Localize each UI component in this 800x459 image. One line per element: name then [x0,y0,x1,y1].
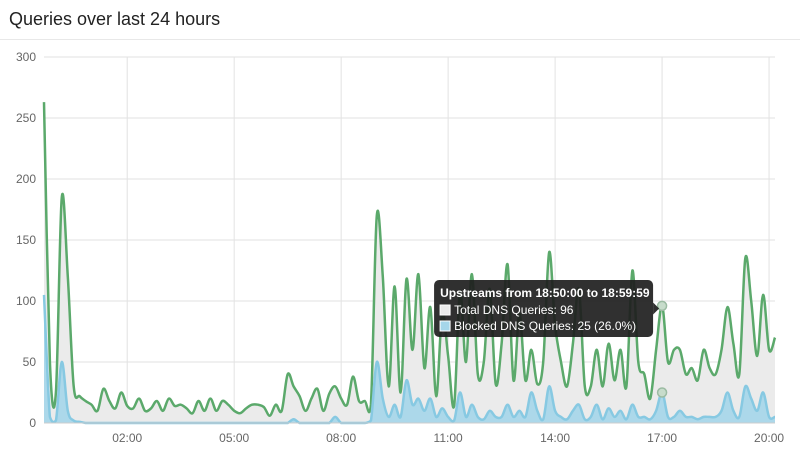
total-queries-line [42,102,777,417]
tooltip-box: Upstreams from 18:50:00 to 18:59:59 Total… [434,280,660,337]
total-queries-area [44,102,775,423]
tooltip-blocked-line: Blocked DNS Queries: 25 (26.0%) [454,319,636,333]
y-tick-label: 300 [16,50,36,64]
y-tick-label: 100 [16,294,36,308]
hover-point-blocked [656,387,668,398]
tooltip: Upstreams from 18:50:00 to 18:59:59 Total… [434,280,668,398]
legend-swatch-total [439,304,451,316]
x-tick-label: 02:00 [112,431,142,445]
axes: 0 50 100 150 200 250 300 02:00 05:00 08:00 11:00 14… [16,50,784,445]
x-tick-label: 11:00 [434,431,463,445]
legend-swatch-blocked [439,320,451,332]
y-tick-label: 250 [16,111,36,125]
hover-point-total [656,300,668,312]
tooltip-title: Upstreams from 18:50:00 to 18:59:59 [440,286,650,300]
x-tick-label: 08:00 [326,431,356,445]
tooltip-background [434,280,654,337]
tooltip-caret [653,302,660,315]
x-tick-label: 14:00 [540,431,570,445]
y-tick-label: 150 [16,233,36,247]
series-areas [44,102,775,423]
x-tick-label: 17:00 [647,431,677,445]
queries-chart[interactable]: 0 50 100 150 200 250 300 02:00 05:00 08:00 11:00 14… [0,40,800,459]
chart-title: Queries over last 24 hours [9,9,221,29]
box-header: Queries over last 24 hours [0,0,800,40]
y-tick-label: 50 [23,355,37,369]
y-tick-label: 0 [29,416,36,430]
x-tick-label: 20:00 [754,431,784,445]
y-tick-label: 200 [16,172,36,186]
x-tick-label: 05:00 [219,431,249,445]
tooltip-total-line: Total DNS Queries: 96 [454,303,574,317]
